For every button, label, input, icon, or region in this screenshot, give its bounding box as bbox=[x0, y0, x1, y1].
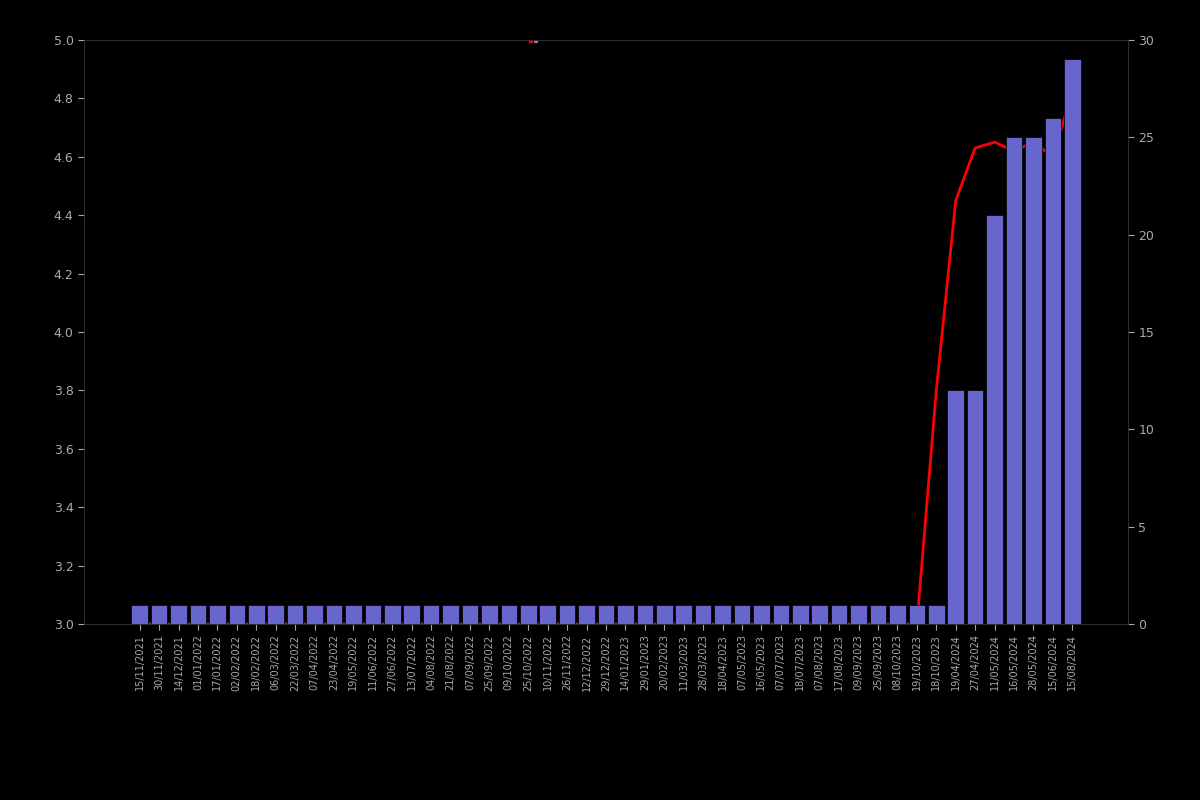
Bar bbox=[889, 605, 906, 624]
Bar bbox=[676, 605, 692, 624]
Bar bbox=[190, 605, 206, 624]
Bar bbox=[151, 605, 167, 624]
Bar bbox=[443, 605, 458, 624]
Bar bbox=[170, 605, 187, 624]
Bar bbox=[870, 605, 887, 624]
Bar bbox=[986, 215, 1003, 624]
Bar bbox=[773, 605, 790, 624]
Bar bbox=[132, 605, 148, 624]
Bar bbox=[403, 605, 420, 624]
Bar bbox=[637, 605, 653, 624]
Bar bbox=[346, 605, 361, 624]
Bar bbox=[540, 605, 556, 624]
Bar bbox=[811, 605, 828, 624]
Bar bbox=[578, 605, 595, 624]
Bar bbox=[733, 605, 750, 624]
Bar bbox=[1064, 59, 1080, 624]
Bar bbox=[1006, 138, 1022, 624]
Bar bbox=[830, 605, 847, 624]
Bar bbox=[209, 605, 226, 624]
Bar bbox=[325, 605, 342, 624]
Bar bbox=[656, 605, 672, 624]
Bar bbox=[792, 605, 809, 624]
Bar bbox=[851, 605, 866, 624]
Bar bbox=[714, 605, 731, 624]
Bar bbox=[1025, 138, 1042, 624]
Bar bbox=[617, 605, 634, 624]
Bar bbox=[908, 605, 925, 624]
Bar bbox=[948, 390, 964, 624]
Bar bbox=[500, 605, 517, 624]
Bar bbox=[365, 605, 382, 624]
Bar bbox=[559, 605, 575, 624]
Bar bbox=[422, 605, 439, 624]
Bar bbox=[928, 605, 944, 624]
Bar bbox=[384, 605, 401, 624]
Bar bbox=[287, 605, 304, 624]
Bar bbox=[481, 605, 498, 624]
Bar bbox=[228, 605, 245, 624]
Bar bbox=[520, 605, 536, 624]
Bar bbox=[598, 605, 614, 624]
Bar bbox=[695, 605, 712, 624]
Bar bbox=[268, 605, 284, 624]
Bar bbox=[306, 605, 323, 624]
Bar bbox=[967, 390, 984, 624]
Bar bbox=[1045, 118, 1061, 624]
Bar bbox=[248, 605, 264, 624]
Bar bbox=[754, 605, 769, 624]
Legend: , : , bbox=[529, 41, 538, 42]
Bar bbox=[462, 605, 479, 624]
